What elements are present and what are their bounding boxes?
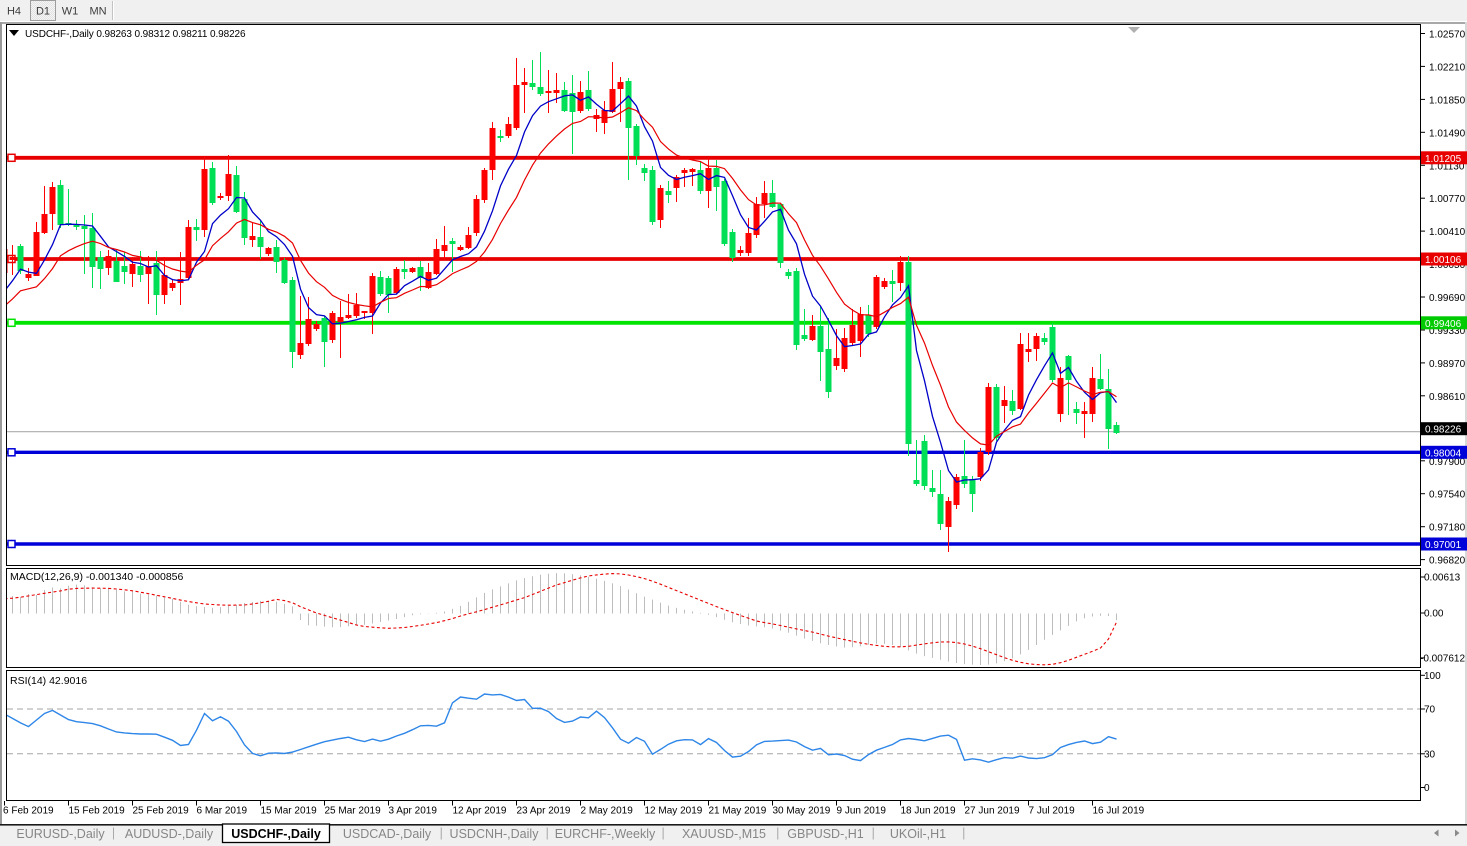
svg-text:2 May 2019: 2 May 2019	[581, 806, 634, 817]
svg-text:GBPUSD-,H1: GBPUSD-,H1	[787, 827, 863, 841]
svg-text:0.98226: 0.98226	[1425, 425, 1462, 436]
svg-text:1.01130: 1.01130	[1429, 161, 1465, 172]
svg-text:|: |	[776, 826, 779, 840]
svg-text:USDCHF-,Daily 0.98263 0.98312: USDCHF-,Daily 0.98263 0.98312 0.98211 0.…	[25, 29, 246, 40]
svg-text:W1: W1	[62, 6, 79, 18]
svg-text:0.99330: 0.99330	[1429, 326, 1466, 337]
svg-text:0: 0	[1424, 783, 1430, 794]
svg-text:12 May 2019: 12 May 2019	[645, 806, 703, 817]
svg-text:16 Jul 2019: 16 Jul 2019	[1093, 806, 1145, 817]
svg-text:1.01205: 1.01205	[1425, 154, 1462, 165]
svg-text:RSI(14) 42.9016: RSI(14) 42.9016	[10, 675, 87, 687]
svg-text:12 Apr 2019: 12 Apr 2019	[453, 806, 507, 817]
svg-text:EURUSD-,Daily: EURUSD-,Daily	[16, 827, 105, 841]
svg-text:1.00106: 1.00106	[1425, 255, 1462, 266]
svg-text:1.02210: 1.02210	[1429, 62, 1466, 73]
svg-text:USDCHF-,Daily: USDCHF-,Daily	[231, 827, 321, 841]
svg-text:|: |	[661, 826, 664, 840]
svg-text:USDCNH-,Daily: USDCNH-,Daily	[450, 827, 540, 841]
svg-text:1.00410: 1.00410	[1429, 227, 1466, 238]
svg-text:0.00: 0.00	[1424, 609, 1444, 620]
svg-text:EURCHF-,Weekly: EURCHF-,Weekly	[555, 827, 656, 841]
svg-text:0.99690: 0.99690	[1429, 293, 1466, 304]
svg-text:0.99406: 0.99406	[1425, 319, 1462, 330]
svg-text:0.97900: 0.97900	[1429, 457, 1466, 468]
svg-text:6 Feb 2019: 6 Feb 2019	[3, 806, 54, 817]
svg-text:25 Feb 2019: 25 Feb 2019	[133, 806, 190, 817]
svg-text:30 May 2019: 30 May 2019	[773, 806, 831, 817]
svg-text:D1: D1	[36, 6, 50, 18]
svg-text:|: |	[546, 826, 549, 840]
svg-text:1.01490: 1.01490	[1429, 128, 1466, 139]
svg-text:70: 70	[1424, 705, 1436, 716]
svg-text:21 May 2019: 21 May 2019	[709, 806, 767, 817]
svg-text:MN: MN	[89, 6, 106, 18]
svg-text:1.00770: 1.00770	[1429, 194, 1466, 205]
svg-text:30: 30	[1424, 749, 1436, 760]
svg-text:0.96820: 0.96820	[1429, 556, 1466, 567]
svg-text:MACD(12,26,9) -0.001340 -0.000: MACD(12,26,9) -0.001340 -0.000856	[10, 571, 184, 583]
svg-text:0.98610: 0.98610	[1429, 392, 1466, 403]
svg-text:0.98004: 0.98004	[1425, 448, 1462, 459]
svg-text:23 Apr 2019: 23 Apr 2019	[517, 806, 571, 817]
svg-text:18 Jun 2019: 18 Jun 2019	[901, 806, 956, 817]
svg-text:|: |	[112, 826, 115, 840]
svg-text:-0.007612: -0.007612	[1420, 653, 1465, 664]
svg-text:1.00050: 1.00050	[1429, 260, 1466, 271]
svg-text:0.97540: 0.97540	[1429, 490, 1466, 501]
svg-text:0.00613: 0.00613	[1424, 573, 1461, 584]
svg-text:H4: H4	[7, 6, 21, 18]
svg-text:6 Mar 2019: 6 Mar 2019	[197, 806, 248, 817]
svg-text:27 Jun 2019: 27 Jun 2019	[965, 806, 1020, 817]
svg-text:3 Apr 2019: 3 Apr 2019	[389, 806, 438, 817]
svg-text:0.98970: 0.98970	[1429, 359, 1466, 370]
svg-text:XAUUSD-,M15: XAUUSD-,M15	[682, 827, 766, 841]
svg-text:AUDUSD-,Daily: AUDUSD-,Daily	[125, 827, 214, 841]
svg-text:|: |	[440, 826, 443, 840]
svg-text:15 Mar 2019: 15 Mar 2019	[261, 806, 318, 817]
svg-text:UKOil-,H1: UKOil-,H1	[890, 827, 946, 841]
svg-text:1.01850: 1.01850	[1429, 95, 1466, 106]
svg-text:0.97001: 0.97001	[1425, 540, 1462, 551]
svg-text:USDCAD-,Daily: USDCAD-,Daily	[343, 827, 432, 841]
svg-text:|: |	[962, 826, 965, 840]
svg-text:7 Jul 2019: 7 Jul 2019	[1029, 806, 1076, 817]
svg-text:100: 100	[1424, 671, 1441, 682]
svg-text:25 Mar 2019: 25 Mar 2019	[325, 806, 382, 817]
svg-text:15 Feb 2019: 15 Feb 2019	[69, 806, 126, 817]
svg-text:9 Jun 2019: 9 Jun 2019	[837, 806, 887, 817]
svg-text:|: |	[872, 826, 875, 840]
svg-text:1.02570: 1.02570	[1429, 30, 1466, 41]
svg-text:0.97180: 0.97180	[1429, 523, 1466, 534]
